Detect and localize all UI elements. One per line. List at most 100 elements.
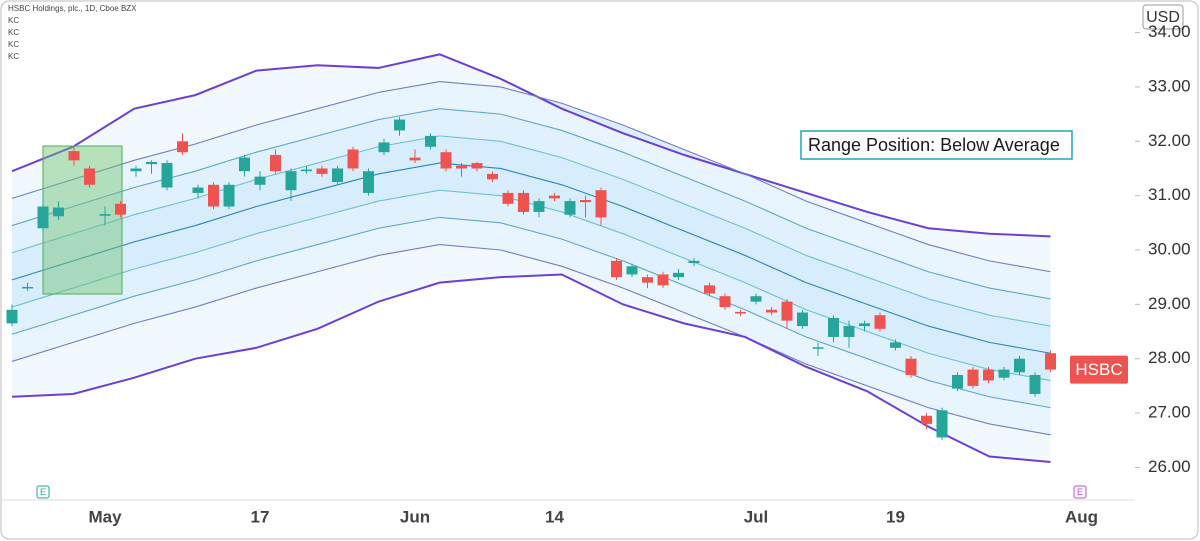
candle-body — [270, 154, 281, 172]
y-tick-label: 28.00 — [1148, 348, 1191, 367]
candle-body — [332, 168, 343, 183]
candle-body — [1014, 358, 1025, 373]
candle-body — [177, 141, 188, 153]
candle-body — [766, 309, 777, 313]
y-tick-label: 29.00 — [1148, 294, 1191, 313]
candle-body — [673, 272, 684, 278]
candle-body — [518, 192, 529, 212]
chart-title: HSBC Holdings, plc., 1D, Cboe BZX — [8, 4, 137, 13]
candle-body — [471, 163, 483, 169]
channel-line — [11, 189, 1051, 381]
candle-body — [192, 187, 204, 193]
price-tag-box — [1070, 355, 1128, 384]
candle-body — [22, 286, 33, 289]
candle-body — [409, 157, 421, 161]
x-tick-label: 19 — [886, 507, 905, 526]
y-tick-label: 30.00 — [1148, 239, 1191, 258]
candle-body — [936, 410, 948, 438]
candle-body — [828, 317, 839, 337]
candle-body — [239, 157, 250, 172]
candle-body — [580, 200, 591, 203]
candle-body — [161, 163, 173, 188]
x-tick-label: 17 — [251, 507, 270, 526]
candle-body — [1045, 353, 1056, 370]
candle-body — [378, 142, 390, 153]
y-tick-label: 34.00 — [1148, 22, 1191, 41]
channel-fill — [12, 135, 1051, 354]
channel-fill — [12, 190, 1051, 408]
candle-body — [952, 375, 963, 389]
event-marker-label: E — [1077, 487, 1083, 497]
candle-body — [1029, 375, 1041, 395]
candle-body — [750, 296, 762, 302]
candle-body — [456, 165, 467, 169]
candle-body — [68, 151, 80, 161]
x-tick-label: May — [88, 507, 122, 526]
channel-fill — [12, 217, 1051, 435]
candle-body — [657, 274, 669, 286]
candle-body — [611, 260, 622, 278]
annotation: Range Position: Below Average — [808, 135, 1060, 155]
candles — [6, 116, 1056, 441]
candle-body — [440, 152, 452, 169]
candle-body — [843, 326, 855, 337]
candle-body — [502, 192, 514, 204]
candle-body — [533, 201, 545, 212]
highlight-box — [42, 145, 123, 295]
channel-line — [11, 162, 1051, 354]
channel-fill — [12, 163, 1051, 381]
unit-box — [1142, 4, 1184, 30]
candle-body — [6, 309, 18, 324]
price-tag: HSBC — [1075, 360, 1122, 379]
channel-line — [11, 273, 1051, 463]
indicator-label: KC — [8, 52, 19, 61]
candle-body — [115, 203, 126, 215]
y-tick-label: 26.00 — [1148, 457, 1191, 476]
candle-body — [53, 207, 64, 217]
candle-body — [642, 277, 653, 283]
candle-body — [812, 347, 824, 349]
candle-body — [347, 149, 359, 169]
channel-line — [11, 216, 1051, 409]
candle-body — [735, 311, 746, 314]
channel-fill — [12, 54, 1051, 272]
candle-body — [859, 323, 870, 327]
y-axis-unit: USD — [1146, 9, 1180, 26]
channel-line — [11, 108, 1051, 300]
candle-body — [37, 206, 49, 229]
candle-body — [983, 369, 994, 381]
candle-body — [890, 342, 901, 348]
x-tick-label: Aug — [1065, 507, 1098, 526]
candle-body — [967, 369, 979, 386]
y-tick-label: 31.00 — [1148, 185, 1191, 204]
x-tick-label: 14 — [545, 507, 564, 526]
candle-body — [316, 168, 328, 174]
candle-body — [285, 171, 297, 191]
indicator-label: KC — [8, 28, 19, 37]
candle-body — [781, 301, 793, 321]
candle-body — [719, 296, 731, 308]
event-marker-label: E — [40, 487, 46, 497]
candle-body — [905, 358, 917, 375]
candle-body — [223, 184, 235, 207]
candle-body — [626, 266, 638, 275]
candle-body — [874, 315, 886, 329]
channel-line — [11, 53, 1051, 238]
candle-body — [84, 168, 95, 185]
candle-body — [301, 169, 312, 172]
y-tick-label: 32.00 — [1148, 131, 1191, 150]
indicator-label: KC — [8, 40, 19, 49]
candle-body — [487, 173, 498, 180]
y-tick-label: 33.00 — [1148, 76, 1191, 95]
x-tick-label: Jun — [400, 507, 430, 526]
candle-body — [208, 184, 219, 207]
candle-body — [363, 171, 374, 193]
candle-body — [254, 176, 266, 185]
channel-fill — [12, 244, 1051, 462]
candle-body — [394, 119, 405, 131]
candle-body — [425, 135, 436, 147]
indicator-label: KC — [8, 16, 19, 25]
annotation-box — [800, 130, 1073, 160]
candle-body — [998, 369, 1010, 378]
